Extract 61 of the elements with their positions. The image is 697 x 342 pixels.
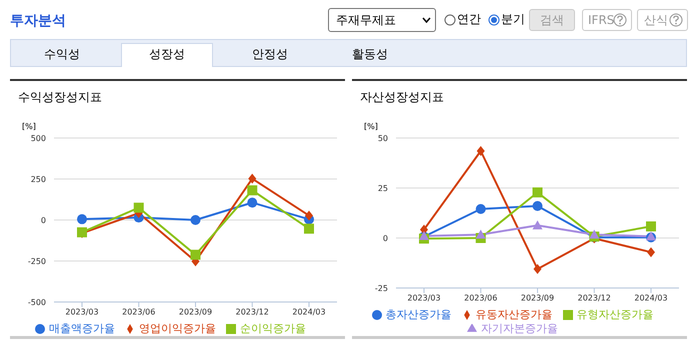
chart-title: 자산성장성지표 — [360, 89, 444, 106]
y-axis-title: [%] — [22, 122, 36, 131]
text: 활동성 — [351, 46, 389, 63]
y-tick-label: 50 — [378, 134, 388, 143]
y-tick-label: 0 — [40, 216, 46, 225]
text: 산식 — [637, 9, 688, 31]
legend-label: 총자산증가율 — [386, 308, 452, 321]
legend-label: 매출액증가율 — [49, 322, 115, 335]
y-tick-label: -25 — [374, 284, 388, 293]
x-tick-label: 2023/09 — [520, 294, 554, 303]
point — [589, 230, 600, 239]
text: IFRS — [582, 9, 632, 31]
x-tick-label: 2024/03 — [634, 294, 668, 303]
x-tick-label: 2023/09 — [178, 308, 212, 317]
text: 분기 — [501, 11, 525, 28]
point — [476, 146, 485, 156]
x-tick-label: 2023/03 — [65, 308, 99, 317]
y-tick-label: 0 — [382, 234, 388, 243]
legend-label: 자기자본증가율 — [481, 322, 558, 335]
x-tick-label: 2023/12 — [236, 308, 269, 317]
point — [190, 250, 200, 260]
point — [647, 247, 655, 258]
text: 수익성 — [43, 46, 81, 63]
chart-title: 수익성장성지표 — [18, 89, 102, 106]
text: 연간 — [457, 11, 481, 28]
legend-label: 영업이익증가율 — [139, 322, 216, 335]
text: 주재무제표 — [328, 8, 436, 32]
point — [532, 220, 542, 230]
point — [248, 174, 256, 184]
y-axis-title: [%] — [364, 122, 378, 131]
y-tick-label: 500 — [30, 134, 46, 143]
point — [420, 224, 428, 235]
text: 안정성 — [251, 46, 289, 63]
point — [532, 187, 542, 198]
y-tick-label: -500 — [28, 298, 46, 307]
point — [134, 202, 144, 213]
text: 성장성 — [148, 46, 186, 63]
point — [532, 201, 542, 211]
point — [247, 198, 258, 208]
y-tick-label: 250 — [30, 174, 46, 184]
text: 투자분석 — [10, 12, 66, 30]
point — [247, 185, 258, 196]
point — [77, 214, 87, 224]
point — [646, 221, 656, 232]
legend-label: 유형자산증가율 — [576, 308, 654, 321]
point — [476, 230, 486, 239]
point — [476, 204, 486, 214]
point — [305, 210, 313, 221]
x-tick-label: 2023/06 — [122, 308, 156, 317]
text: 검색 — [529, 9, 575, 31]
x-tick-label: 2023/12 — [578, 294, 611, 303]
point — [190, 215, 200, 225]
x-tick-label: 2024/03 — [292, 308, 326, 317]
x-tick-label: 2023/06 — [464, 294, 498, 303]
legend-label: 순이익증가율 — [240, 322, 306, 335]
point — [534, 264, 542, 274]
point — [304, 224, 314, 234]
x-tick-label: 2023/03 — [407, 294, 441, 303]
legend-label: 유동자산증가율 — [476, 308, 552, 321]
y-tick-label: -250 — [28, 256, 46, 266]
y-tick-label: 25 — [378, 184, 388, 193]
